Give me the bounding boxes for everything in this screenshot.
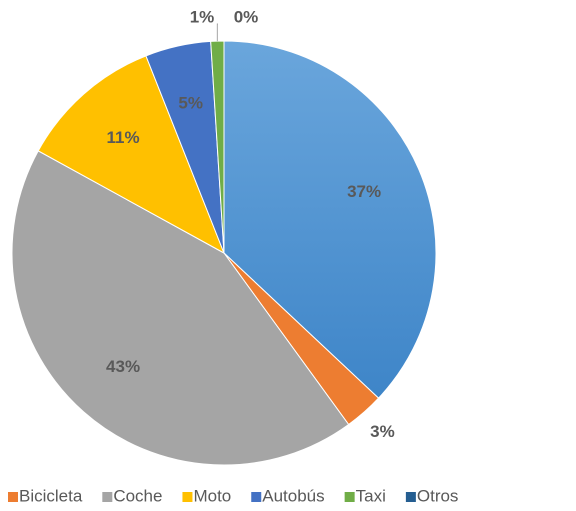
- legend-label: Autobús: [262, 486, 324, 505]
- legend-swatch: [251, 492, 262, 502]
- legend-label: Bicicleta: [19, 486, 83, 505]
- legend-label: Moto: [193, 486, 231, 505]
- legend-label: Coche: [113, 486, 162, 505]
- legend-label: Taxi: [356, 486, 386, 505]
- legend-swatch: [405, 492, 416, 502]
- legend-label: Otros: [417, 486, 459, 505]
- legend-swatch: [182, 492, 193, 502]
- legend-swatch: [8, 492, 18, 502]
- data-label: 1%: [190, 7, 215, 26]
- data-label: 37%: [347, 182, 381, 201]
- legend-swatch: [102, 492, 113, 502]
- data-label: 43%: [106, 357, 140, 376]
- data-label: 11%: [107, 128, 140, 147]
- data-label: 0%: [234, 7, 259, 26]
- data-label: 3%: [370, 422, 395, 441]
- leader-line: [216, 23, 218, 42]
- pie-slice: [37, 55, 225, 255]
- legend-swatch: [344, 492, 355, 502]
- data-label: 5%: [178, 94, 203, 113]
- pie-slice: [11, 150, 350, 466]
- pie-slice: [223, 40, 437, 399]
